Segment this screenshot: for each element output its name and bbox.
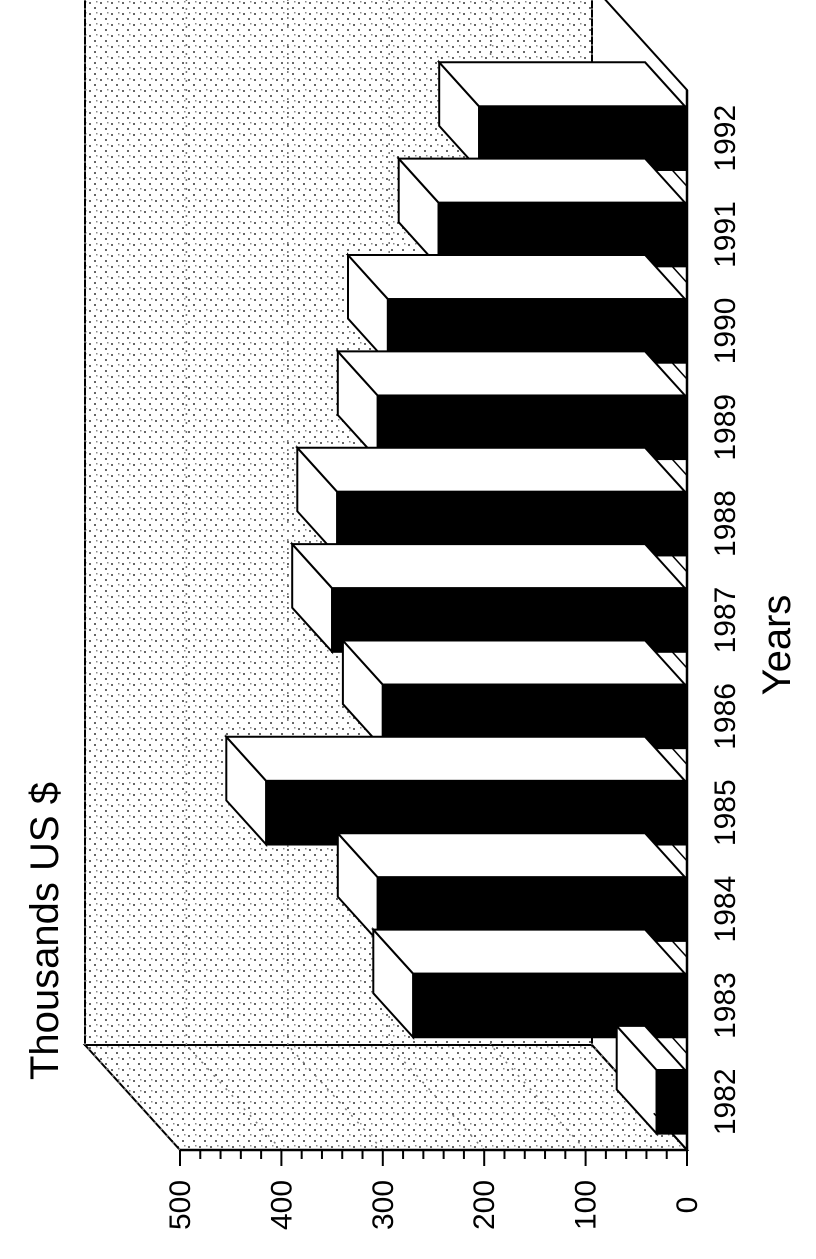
bar-1989	[335, 348, 688, 462]
gridline-side	[84, 1044, 181, 1151]
category-tick-label: 1986	[709, 683, 742, 750]
bar-1983	[371, 927, 688, 1040]
bar-side-face	[335, 832, 688, 879]
value-tick-label: 400	[265, 1180, 298, 1230]
gridline-side	[490, 1044, 587, 1151]
category-divider	[653, 823, 688, 862]
axis-lines	[179, 52, 689, 1166]
bar-1991	[396, 156, 688, 269]
bar-side-face	[396, 157, 688, 204]
value-tick-label: 500	[164, 1180, 197, 1230]
value-tick-label: 200	[468, 1180, 501, 1230]
category-divider	[653, 149, 688, 187]
bar-side-face	[371, 928, 688, 975]
value-tick-label: 0	[671, 1197, 704, 1214]
category-tick-label: 1982	[709, 1068, 742, 1135]
gridline-side	[591, 1044, 688, 1151]
category-divider	[653, 1016, 688, 1055]
category-divider	[653, 920, 688, 958]
bar-front-face	[655, 1069, 687, 1135]
bar-side-face	[340, 639, 688, 686]
bar-1984	[335, 830, 688, 944]
bar-side-face	[224, 735, 688, 782]
category-divider	[653, 245, 688, 284]
bar-1988	[295, 445, 688, 558]
gridline-side	[388, 1044, 485, 1151]
category-divider	[653, 727, 688, 766]
category-tick-label: 1990	[709, 298, 742, 365]
category-divider	[653, 1112, 688, 1151]
category-divider	[653, 630, 688, 669]
bar-side-face	[436, 61, 688, 108]
value-tick-label: 100	[570, 1180, 603, 1230]
bar-side-face	[335, 350, 688, 397]
gridline-side	[287, 1044, 384, 1151]
gridline-side	[185, 1044, 282, 1151]
category-tick-label: 1983	[709, 972, 742, 1039]
bar-front-face	[412, 972, 686, 1039]
category-divider	[653, 534, 688, 573]
bar-1992	[436, 59, 688, 173]
value-axis-tick-labels: 0 100 200 300 400 500	[164, 1180, 704, 1230]
bar-1990	[345, 252, 688, 366]
category-tick-label: 1984	[709, 876, 742, 943]
category-axis-title: Years	[755, 595, 799, 696]
bar-side-face	[289, 543, 688, 590]
category-tick-label: 1985	[709, 779, 742, 846]
category-tick-label: 1989	[709, 394, 742, 461]
bar-1985	[224, 734, 688, 848]
bars	[224, 59, 688, 1137]
bar-1987	[289, 541, 688, 655]
category-tick-label: 1992	[709, 105, 742, 172]
bar-1986	[340, 637, 688, 751]
side-wall	[82, 1044, 690, 1151]
category-tick-label: 1988	[709, 490, 742, 557]
value-tick-label: 300	[367, 1180, 400, 1230]
category-divider	[653, 341, 688, 380]
bar-side-face	[295, 446, 688, 493]
bar-1982	[614, 1023, 688, 1137]
category-divider	[653, 52, 688, 91]
bar-side-face	[345, 254, 688, 301]
category-axis-tick-labels: 1982 1983 1984 1985 1986 1987 1988 1989 1990 1991…	[709, 105, 742, 1135]
category-tick-label: 1991	[709, 201, 742, 268]
category-divider	[653, 438, 688, 476]
category-tick-label: 1987	[709, 587, 742, 654]
value-axis-title: Thousands US $	[23, 782, 67, 1080]
